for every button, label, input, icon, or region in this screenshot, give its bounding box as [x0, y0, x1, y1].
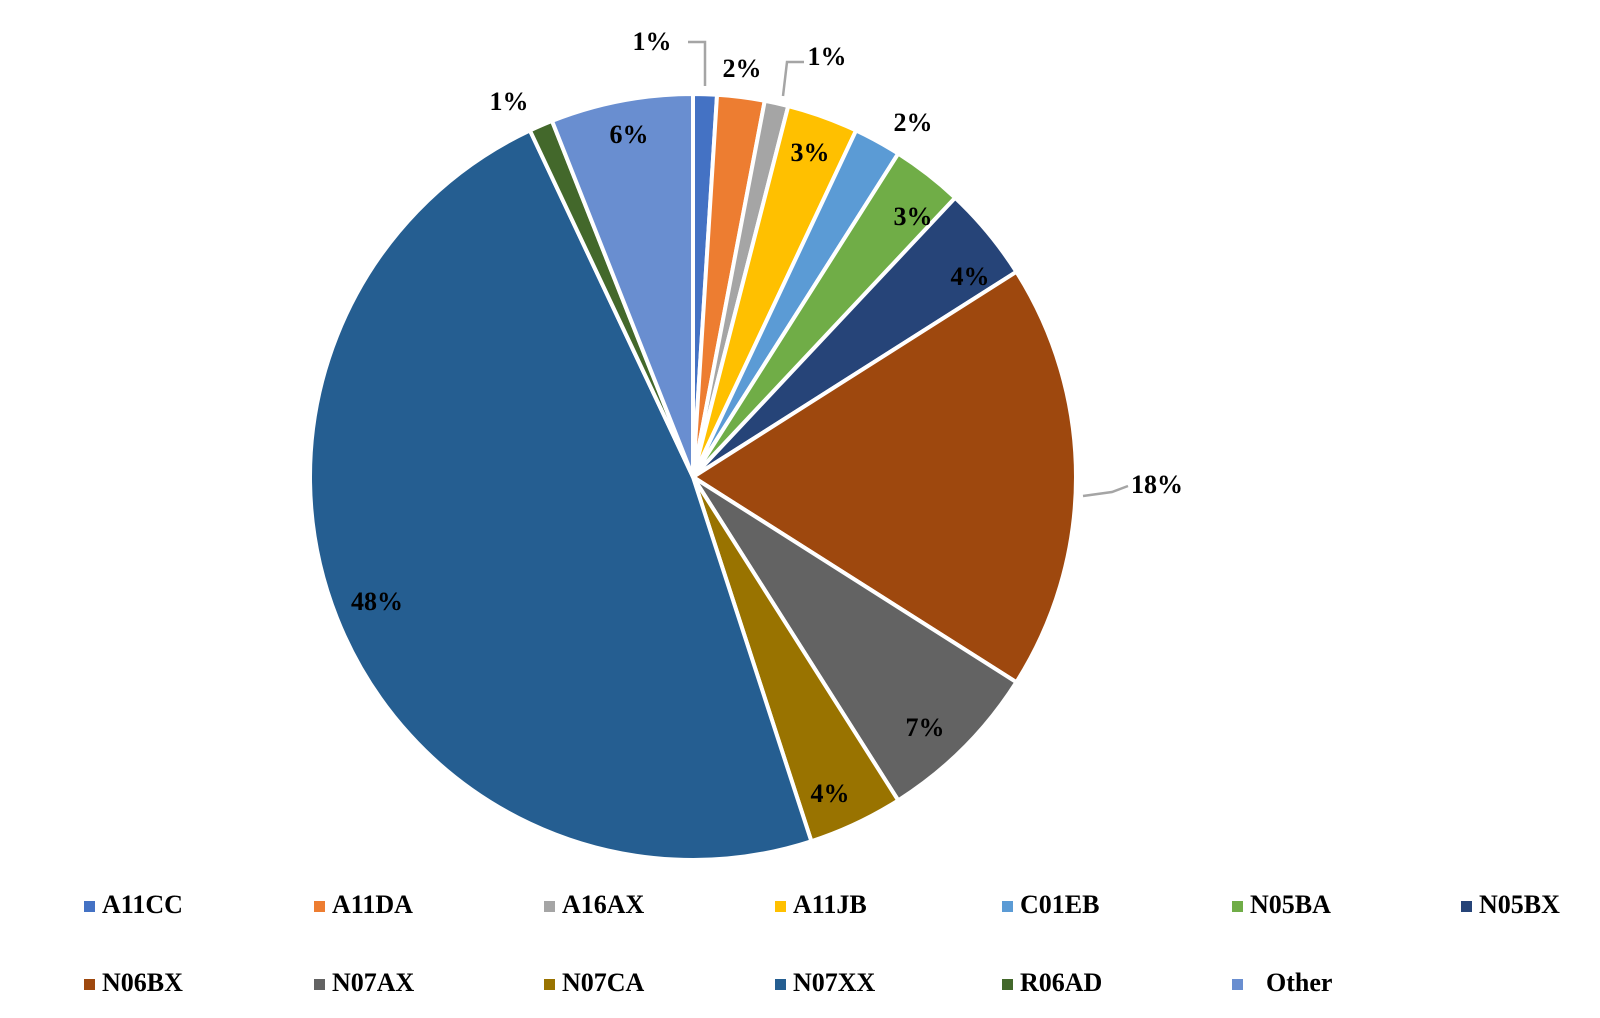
legend-swatch-n07ca	[544, 979, 555, 990]
data-label-n05ba: 3%	[894, 202, 933, 231]
legend-label-a11da: A11DA	[332, 890, 413, 919]
legend-item-n07ca: N07CA	[544, 968, 645, 997]
legend-swatch-a11da	[314, 901, 325, 912]
legend-swatch-n07xx	[775, 979, 786, 990]
legend-label-n05ba: N05BA	[1250, 890, 1331, 919]
legend-swatch-a16ax	[544, 901, 555, 912]
pie-slice-n07ax	[691, 475, 1019, 803]
legend-label-a16ax: A16AX	[562, 890, 645, 919]
legend-item-a11jb: A11JB	[775, 890, 867, 919]
data-label-a11da: 2%	[723, 54, 762, 83]
legend-item-a11cc: A11CC	[84, 890, 183, 919]
legend-label-other: Other	[1266, 968, 1332, 997]
legend-item-other: Other	[1232, 968, 1332, 997]
legend-swatch-n05bx	[1461, 901, 1472, 912]
legend-swatch-c01eb	[1002, 901, 1013, 912]
leader-line-a16ax	[781, 60, 804, 97]
data-label-other: 6%	[610, 120, 649, 149]
legend-label-c01eb: C01EB	[1020, 890, 1099, 919]
data-label-a16ax: 1%	[808, 42, 847, 71]
legend-swatch-a11cc	[84, 901, 95, 912]
data-label-a11cc: 1%	[633, 27, 672, 56]
data-label-n06bx: 18%	[1131, 470, 1183, 499]
legend-item-a11da: A11DA	[314, 890, 413, 919]
data-label-a11jb: 3%	[791, 138, 830, 167]
legend-item-n07ax: N07AX	[314, 968, 415, 997]
legend-item-a16ax: A16AX	[544, 890, 645, 919]
data-label-n05bx: 4%	[951, 262, 990, 291]
legend-swatch-n06bx	[84, 979, 95, 990]
leader-line-a11cc	[688, 40, 707, 86]
legend-item-n05bx: N05BX	[1461, 890, 1560, 919]
legend-swatch-r06ad	[1002, 979, 1013, 990]
legend-label-a11cc: A11CC	[102, 890, 183, 919]
legend-swatch-n05ba	[1232, 901, 1243, 912]
data-labels: 1% 2% 1% 3% 2% 3% 4% 18% 7% 4% 48% 1% 6%	[351, 27, 1183, 808]
legend-label-n07ax: N07AX	[332, 968, 415, 997]
data-label-r06ad: 1%	[490, 87, 529, 116]
legend-item-c01eb: C01EB	[1002, 890, 1099, 919]
data-label-n07xx: 48%	[351, 587, 403, 616]
legend-label-n07ca: N07CA	[562, 968, 645, 997]
data-label-c01eb: 2%	[894, 108, 933, 137]
pie-slice-other	[550, 92, 695, 479]
leader-line-n06bx	[1082, 484, 1129, 498]
legend-label-n07xx: N07XX	[793, 968, 876, 997]
legend-swatch-a11jb	[775, 901, 786, 912]
legend-item-r06ad: R06AD	[1002, 968, 1102, 997]
legend: A11CC A11DA A16AX A11JB C01EB N05BA N05BX N06BX…	[84, 890, 1560, 997]
pie-slices	[308, 92, 1078, 862]
legend-swatch-n07ax	[314, 979, 325, 990]
legend-label-n05bx: N05BX	[1479, 890, 1560, 919]
legend-item-n05ba: N05BA	[1232, 890, 1331, 919]
legend-label-r06ad: R06AD	[1020, 968, 1102, 997]
legend-label-a11jb: A11JB	[793, 890, 867, 919]
legend-label-n06bx: N06BX	[102, 968, 183, 997]
data-label-n07ca: 4%	[811, 779, 850, 808]
data-label-n07ax: 7%	[906, 713, 945, 742]
pie-slice-n07xx	[308, 128, 814, 862]
legend-item-n06bx: N06BX	[84, 968, 183, 997]
leader-lines	[688, 40, 1129, 498]
legend-item-n07xx: N07XX	[775, 968, 876, 997]
pie-slice-n06bx	[691, 269, 1078, 685]
legend-swatch-other	[1232, 979, 1243, 990]
